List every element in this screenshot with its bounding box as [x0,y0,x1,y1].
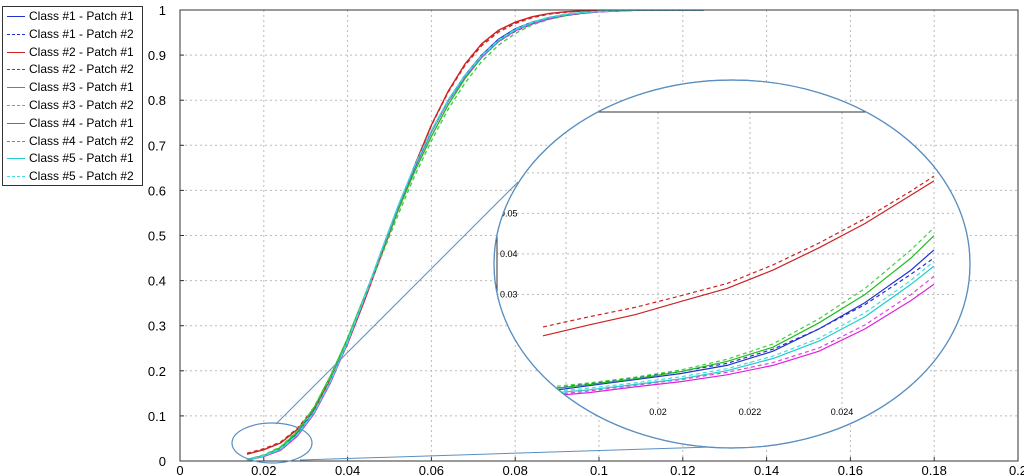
y-tick-label: 0.8 [148,93,166,108]
legend-label: Class #3 - Patch #2 [29,98,134,112]
series-line [246,10,704,461]
y-tick-label: 0.3 [148,319,166,334]
zoom-connector-upper [275,181,519,425]
zoom-inset-ellipse [493,79,971,449]
legend-swatch [7,51,25,53]
inset-series-group [542,175,935,398]
legend-item: Class #1 - Patch #2 [7,25,143,43]
inset-series-line [542,180,935,337]
legend-label: Class #1 - Patch #1 [29,9,134,23]
legend-item: Class #4 - Patch #2 [7,132,143,150]
legend-label: Class #2 - Patch #1 [29,44,134,59]
inset-x-tick-label: 0.022 [739,407,762,417]
inset-series-line [542,265,935,395]
inset-y-tick-label: 0.05 [500,208,518,218]
x-tick-label: 0.18 [922,463,947,476]
legend: Class #1 - Patch #1 Class #1 - Patch #2 Cl… [2,6,143,186]
legend-label: Class #5 - Patch #2 [29,169,134,184]
zoom-source-ellipse [231,422,313,464]
inset-y-tick-label: 0.03 [500,289,518,299]
legend-swatch [7,87,25,89]
x-tick-label: 0.14 [754,463,779,476]
legend-item: Class #2 - Patch #2 [7,60,143,78]
y-tick-label: 0 [159,454,166,469]
zoom-connector-lower [299,446,713,461]
legend-label: Class #4 - Patch #1 [29,115,134,130]
y-tick-label: 0.7 [148,138,166,153]
x-tick-label: 0.02 [251,463,276,476]
x-tick-label: 0.08 [503,463,528,476]
y-tick-label: 0.5 [148,229,166,244]
inset-series-line [542,275,935,397]
legend-swatch [7,33,25,35]
inset-series-line [542,175,935,328]
zoom-inset-border [493,79,971,449]
inset-series-line [542,249,935,393]
x-axis: 0 0.02 0.04 0.06 0.08 0.1 0.12 0.14 0.16 0.18 0.2 [176,457,1024,476]
main-series-group [246,10,704,461]
legend-swatch [7,176,25,178]
legend-item: Class #3 - Patch #2 [7,96,143,114]
x-tick-label: 0.12 [670,463,695,476]
y-tick-label: 0.9 [148,48,166,63]
inset-series-line [542,235,935,391]
legend-swatch [7,158,25,160]
legend-swatch [7,69,25,71]
legend-item: Class #5 - Patch #2 [7,167,143,185]
legend-item: Class #5 - Patch #1 [7,149,143,167]
inset-y-tick-label: 0.04 [500,249,518,259]
legend-label: Class #1 - Patch #2 [29,26,134,41]
legend-swatch [7,122,25,124]
y-tick-label: 1 [159,3,166,18]
legend-item: Class #4 - Patch #1 [7,114,143,132]
legend-swatch [7,140,25,142]
y-axis: 0 0.1 0.2 0.3 0.4 0.5 0.6 0.7 0.8 0.9 1 [148,3,184,469]
legend-item: Class #1 - Patch #1 [7,7,143,25]
legend-label: Class #2 - Patch #2 [29,62,134,77]
inset-series-line [542,227,935,389]
y-tick-label: 0.4 [148,274,166,289]
x-tick-label: 0.04 [335,463,360,476]
x-tick-label: 0.1 [590,463,608,476]
x-tick-label: 0.16 [838,463,863,476]
legend-item: Class #3 - Patch #1 [7,78,143,96]
y-tick-label: 0.6 [148,183,166,198]
x-tick-label: 0.2 [1009,463,1024,476]
inset-x-tick-label: 0.024 [831,407,854,417]
legend-swatch [7,16,25,17]
legend-item: Class #2 - Patch #1 [7,43,143,61]
legend-label: Class #5 - Patch #1 [29,151,134,166]
x-tick-label: 0 [176,463,183,476]
x-tick-label: 0.06 [419,463,444,476]
y-tick-label: 0.1 [148,409,166,424]
legend-label: Class #3 - Patch #1 [29,80,134,95]
legend-swatch [7,105,25,106]
inset-series-line [542,283,935,398]
legend-label: Class #4 - Patch #2 [29,133,134,148]
y-tick-label: 0.2 [148,364,166,379]
inset-x-tick-label: 0.02 [649,407,667,417]
